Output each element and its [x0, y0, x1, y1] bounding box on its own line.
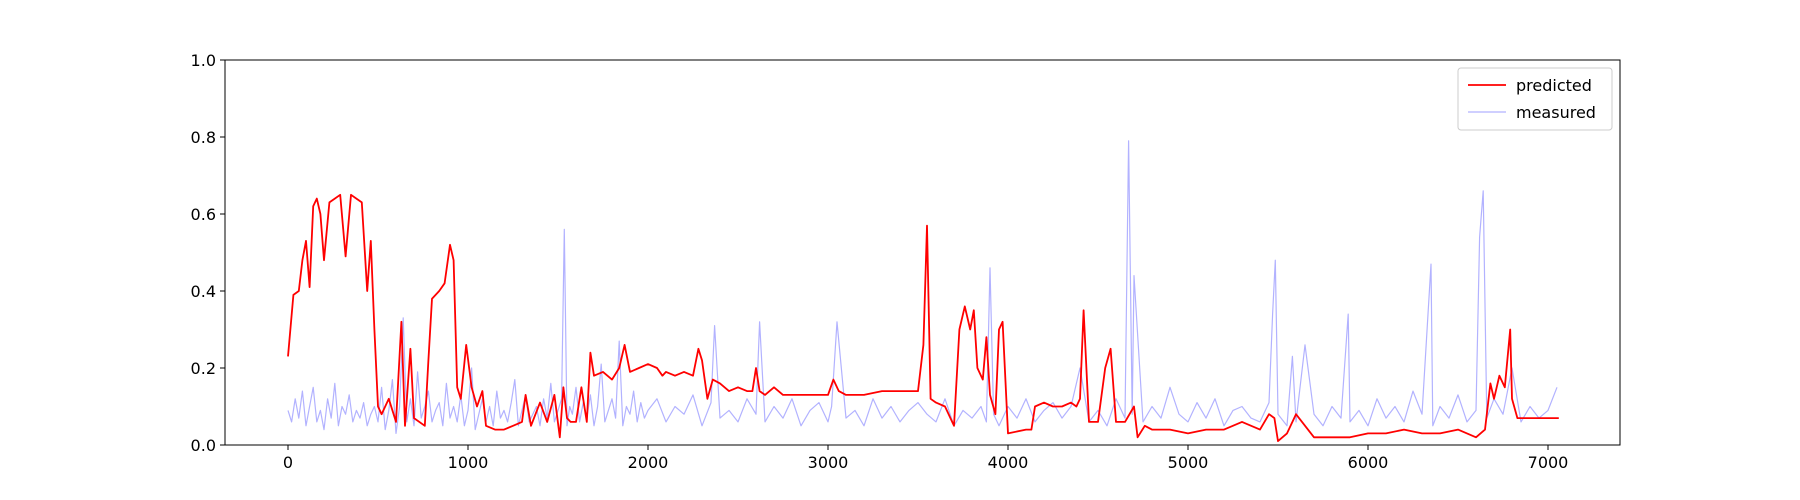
axes-frame [224, 59, 1621, 446]
legend-label-predicted: predicted [1516, 76, 1592, 95]
x-tick-label: 7000 [1528, 453, 1569, 472]
series-line-measured [287, 140, 1558, 434]
y-tick-label: 0.0 [191, 436, 216, 455]
y-tick-label: 0.4 [191, 282, 216, 301]
y-tick-label: 1.0 [191, 51, 216, 70]
plot-frame [224, 59, 1621, 446]
plot-lines [287, 140, 1559, 443]
x-tick-label: 0 [283, 453, 293, 472]
y-tick-label: 0.2 [191, 359, 216, 378]
x-tick-label: 5000 [1168, 453, 1209, 472]
x-tick-label: 2000 [628, 453, 669, 472]
x-tick-label: 1000 [448, 453, 489, 472]
y-tick-label: 0.8 [191, 128, 216, 147]
legend: predicted measured [1457, 67, 1613, 131]
y-tick-label: 0.6 [191, 205, 216, 224]
series-line-predicted [287, 193, 1559, 443]
y-axis: 0.0 0.2 0.4 0.6 0.8 1.0 [191, 51, 225, 455]
legend-box [1457, 67, 1613, 131]
legend-label-measured: measured [1516, 103, 1596, 122]
x-tick-label: 6000 [1348, 453, 1389, 472]
x-tick-label: 4000 [988, 453, 1029, 472]
x-axis: 0 1000 2000 3000 4000 5000 6000 7000 [283, 445, 1568, 472]
x-tick-label: 3000 [808, 453, 849, 472]
